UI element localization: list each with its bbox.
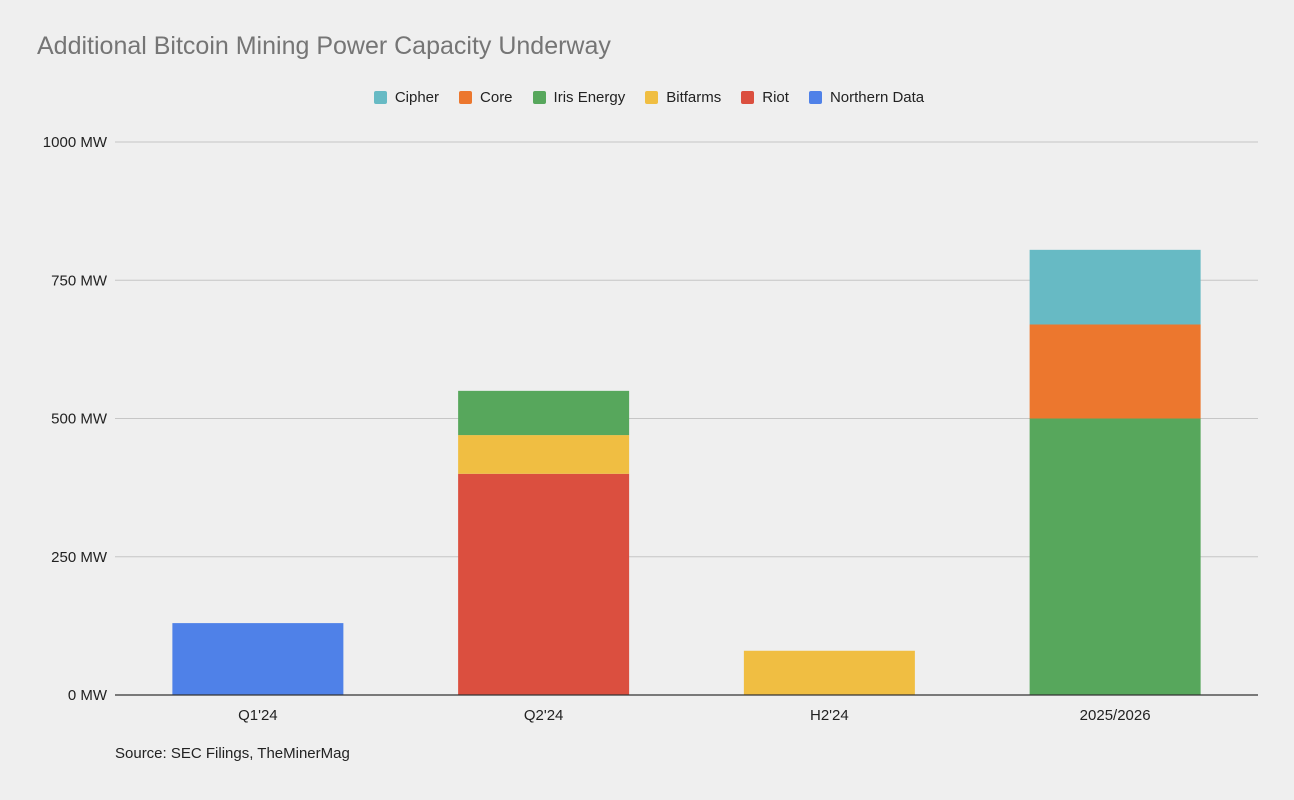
y-tick-label: 1000 MW: [43, 134, 108, 151]
y-tick-label: 500 MW: [51, 411, 108, 428]
bar-cipher: [1029, 249, 1201, 325]
legend-label: Core: [480, 89, 513, 106]
y-tick-label: 0 MW: [68, 687, 108, 704]
bar-bitfarms: [458, 435, 630, 474]
x-tick-label: 2025/2026: [1080, 707, 1151, 724]
legend-label: Cipher: [394, 89, 440, 106]
legend-item: Bitfarms: [645, 89, 721, 106]
legend-swatch: [373, 91, 387, 104]
legend-item: Cipher: [373, 89, 440, 106]
legend-item: Core: [459, 89, 513, 106]
bar-core: [1029, 324, 1201, 419]
legend-swatch: [532, 91, 546, 104]
bar-northern-data: [172, 623, 344, 695]
legend-swatch: [459, 91, 473, 104]
bar-bitfarms: [743, 650, 915, 695]
bar-riot: [458, 473, 630, 695]
legend: Cipher Core Iris Energy Bitfarms Riot Norther…: [2, 89, 1294, 106]
legend-swatch: [808, 91, 822, 104]
y-tick-label: 250 MW: [51, 549, 108, 566]
legend-label: Iris Energy: [553, 89, 626, 106]
legend-item: Northern Data: [808, 89, 925, 106]
bar-iris-energy: [1029, 418, 1201, 695]
legend-label: Northern Data: [829, 89, 925, 106]
legend-label: Bitfarms: [666, 89, 722, 106]
x-tick-label: Q1'24: [238, 707, 278, 724]
legend-swatch: [741, 91, 755, 104]
chart-title: Additional Bitcoin Mining Power Capacity…: [37, 32, 611, 60]
source-note: Source: SEC Filings, TheMinerMag: [115, 745, 350, 762]
x-tick-label: H2'24: [810, 707, 849, 724]
y-tick-label: 750 MW: [51, 272, 108, 289]
legend-swatch: [645, 91, 659, 104]
x-tick-label: Q2'24: [524, 707, 564, 724]
bar-iris-energy: [458, 390, 630, 436]
legend-item: Iris Energy: [532, 89, 626, 106]
legend-item: Riot: [741, 89, 789, 106]
legend-label: Riot: [762, 89, 789, 106]
